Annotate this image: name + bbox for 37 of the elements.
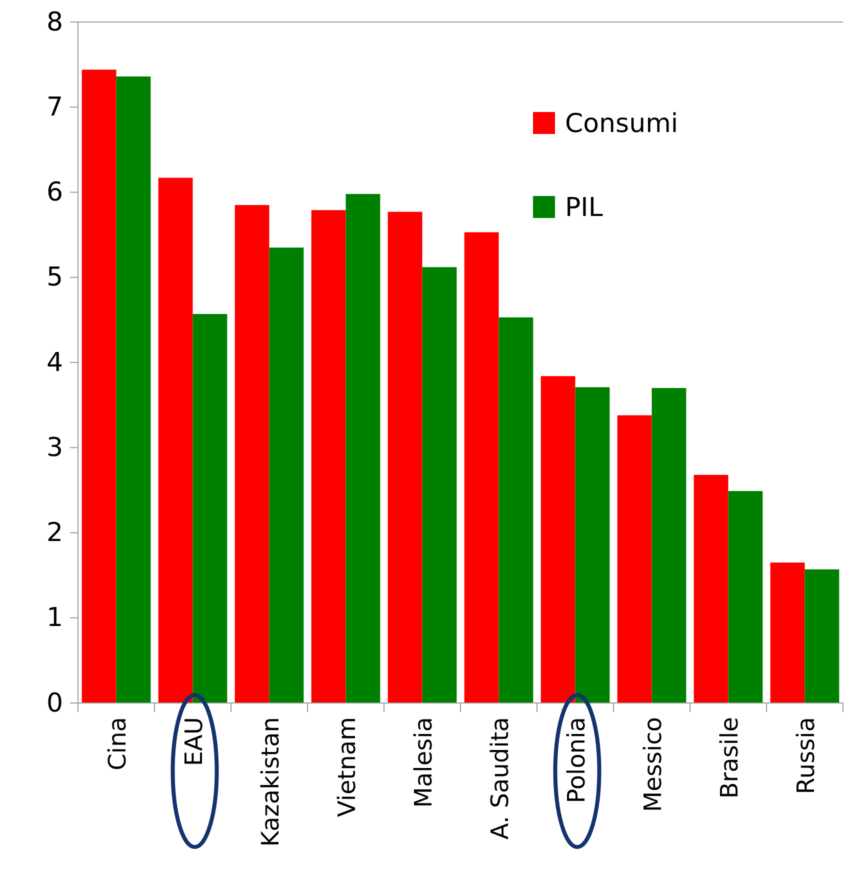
bar (770, 562, 805, 703)
bar (269, 248, 304, 703)
bar (116, 76, 151, 703)
bar (728, 491, 763, 703)
y-tick-label: 6 (46, 178, 63, 208)
y-tick-label: 2 (46, 518, 63, 548)
bar (346, 194, 380, 703)
x-tick-label: Messico (638, 717, 667, 812)
y-tick-label: 5 (46, 262, 63, 293)
bar (82, 70, 116, 703)
bar (804, 569, 840, 703)
legend-label: PIL (565, 193, 604, 223)
y-tick-label: 1 (46, 603, 63, 634)
x-tick-label: Russia (792, 717, 820, 794)
y-tick-label: 3 (46, 432, 63, 463)
y-tick-label: 8 (46, 7, 63, 38)
bar (694, 474, 728, 703)
y-tick-label: 0 (46, 688, 63, 718)
bar (652, 388, 686, 703)
y-tick-label: 7 (46, 92, 63, 122)
bar (617, 415, 652, 703)
x-tick-label: Kazakistan (256, 717, 284, 847)
legend-label: Consumi (565, 109, 678, 139)
bar (422, 267, 457, 703)
x-tick-label: Polonia (562, 717, 590, 804)
x-tick-label: A. Saudita (486, 717, 514, 840)
x-tick-label: EAU (180, 717, 208, 766)
bar (388, 212, 422, 703)
bar (234, 205, 270, 703)
x-tick-label: Brasile (715, 717, 744, 799)
bar (311, 210, 346, 703)
bar (464, 232, 499, 703)
bar (498, 317, 534, 703)
x-tick-label: Malesia (409, 717, 438, 808)
x-tick-label: Cina (103, 717, 132, 770)
x-tick-label: Vietnam (332, 717, 361, 818)
y-tick-label: 4 (46, 348, 63, 378)
